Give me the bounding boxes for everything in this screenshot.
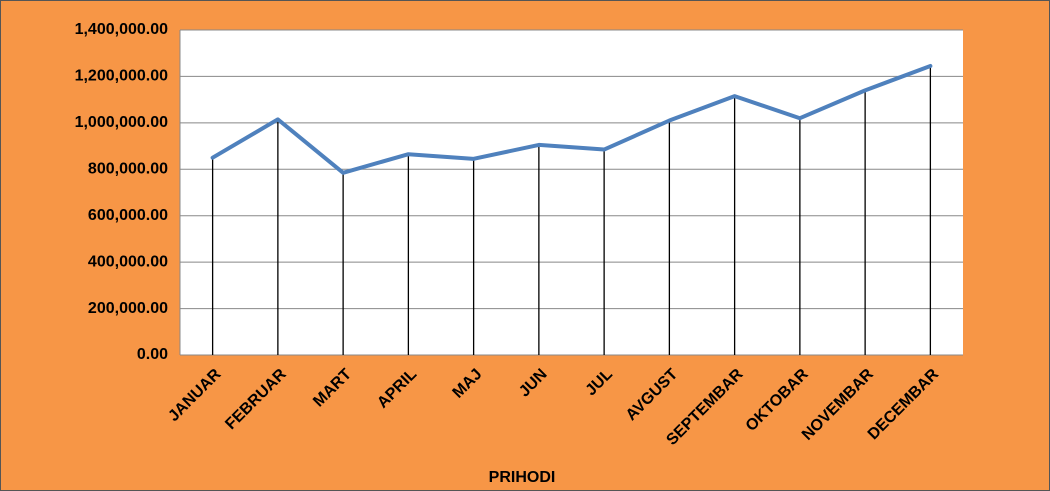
y-tick-label: 0.00 [137, 346, 168, 363]
y-tick-label: 1,200,000.00 [75, 68, 169, 85]
data-line [210, 63, 933, 175]
y-tick-label: 1,000,000.00 [75, 114, 169, 131]
x-axis-title: PRIHODI [489, 469, 556, 486]
plot-area [180, 30, 963, 355]
y-tick-label: 200,000.00 [88, 300, 168, 317]
y-tick-label: 400,000.00 [88, 253, 168, 270]
y-tick-label: 800,000.00 [88, 161, 168, 178]
y-tick-label: 600,000.00 [88, 207, 168, 224]
y-tick-label: 1,400,000.00 [75, 21, 169, 38]
